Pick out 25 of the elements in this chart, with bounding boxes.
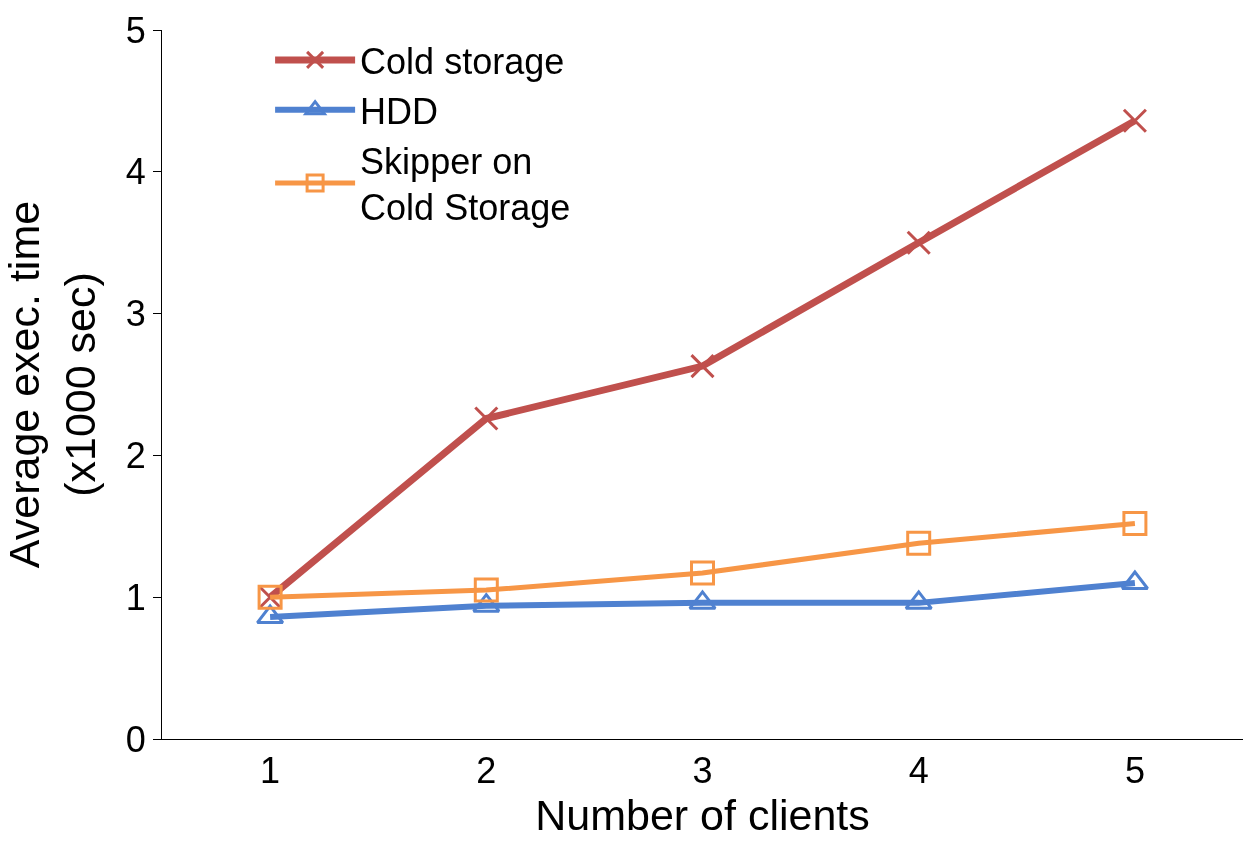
- point: [1120, 570, 1150, 591]
- y-tick-label: 2: [125, 435, 146, 476]
- point: [690, 560, 715, 586]
- y-tick-label: 3: [125, 293, 146, 335]
- x-tick-label: 3: [692, 750, 713, 792]
- x-tick-label: 5: [1124, 750, 1145, 792]
- y-tick-label: 4: [125, 151, 146, 193]
- point: [1122, 108, 1148, 134]
- legend-label: Skipper on Cold Storage: [360, 140, 571, 229]
- y-axis-title: Average exec. time (x1000 sec): [0, 200, 104, 569]
- point: [906, 530, 932, 556]
- point: [690, 353, 715, 379]
- point: [906, 230, 932, 256]
- y-tick-label: 1: [125, 576, 146, 618]
- x-tick-label: 2: [476, 750, 497, 792]
- point: [1122, 510, 1148, 536]
- legend-label: HDD: [360, 90, 439, 132]
- x-tick-label: 1: [260, 750, 281, 792]
- legend-label: Cold storage: [360, 40, 565, 82]
- y-tick-label: 0: [125, 718, 146, 760]
- x-axis-title: Number of clients: [535, 791, 870, 840]
- point: [473, 406, 499, 432]
- point: [473, 577, 499, 603]
- x-tick-label: 4: [908, 750, 929, 792]
- y-tick-label: 5: [125, 9, 146, 51]
